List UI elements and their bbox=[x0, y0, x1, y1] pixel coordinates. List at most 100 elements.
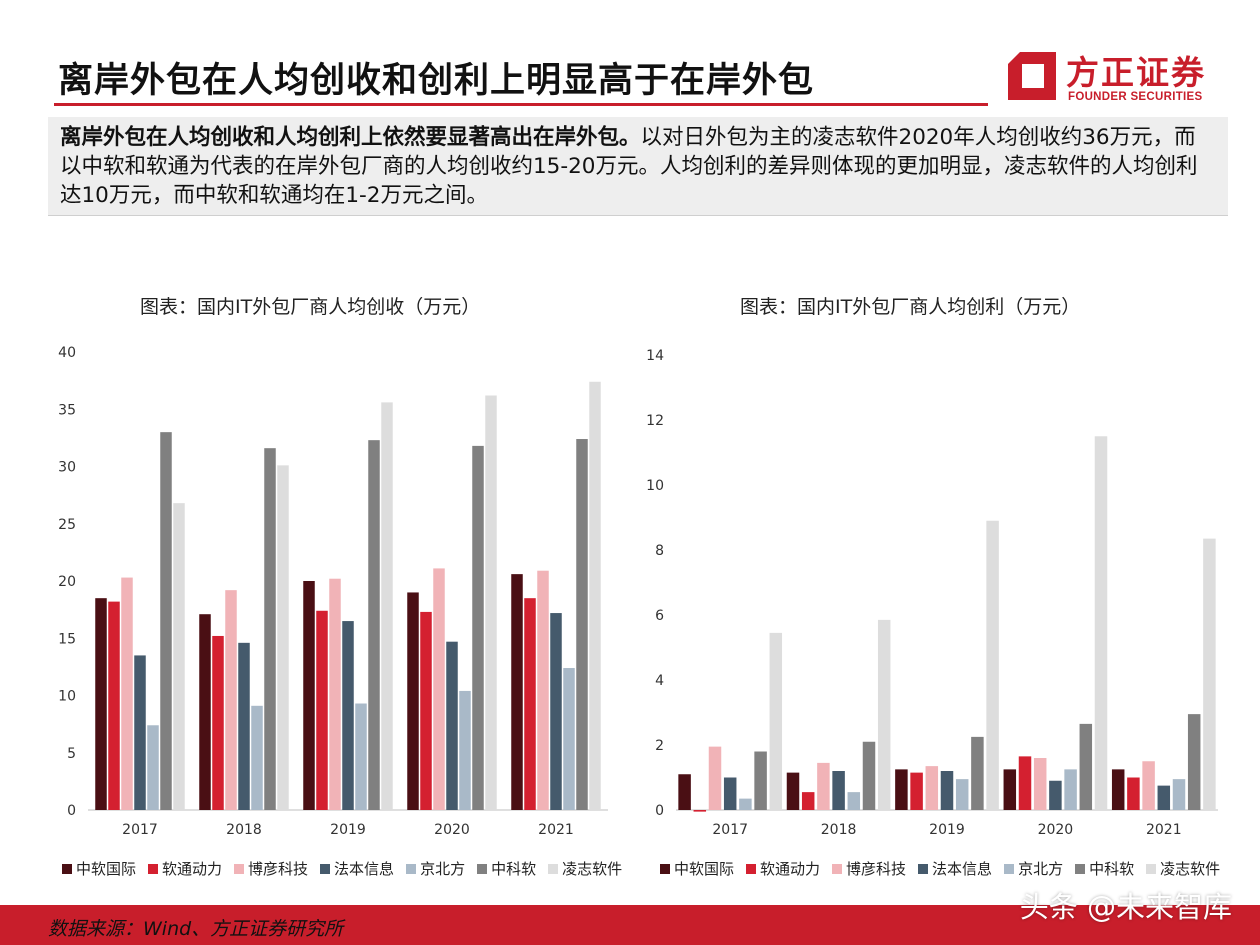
legend-label: 京北方 bbox=[1018, 860, 1064, 878]
y-tick-label: 8 bbox=[655, 543, 664, 559]
bar-中软国际-2021 bbox=[511, 574, 523, 810]
legend-swatch bbox=[477, 863, 488, 874]
bar-中科软-2018 bbox=[862, 741, 876, 810]
legend-label: 软通动力 bbox=[760, 860, 821, 878]
bar-中软国际-2021 bbox=[1111, 769, 1125, 810]
bar-博彦科技-2017 bbox=[121, 577, 133, 810]
bar-博彦科技-2018 bbox=[225, 590, 237, 810]
x-tick-label: 2019 bbox=[929, 822, 965, 838]
bar-软通动力-2018 bbox=[212, 635, 224, 810]
legend-swatch bbox=[1075, 863, 1086, 874]
legend-item: 软通动力 bbox=[746, 858, 820, 879]
x-tick-label: 2021 bbox=[538, 822, 574, 838]
legend-swatch bbox=[148, 863, 159, 874]
legend-swatch bbox=[62, 863, 72, 874]
bar-京北方-2018 bbox=[251, 705, 263, 810]
bar-博彦科技-2019 bbox=[329, 578, 341, 810]
bar-软通动力-2017 bbox=[108, 601, 120, 810]
legend-swatch bbox=[1146, 863, 1157, 874]
bar-中软国际-2019 bbox=[303, 581, 315, 810]
legend-swatch bbox=[918, 863, 929, 874]
bar-凌志软件-2019 bbox=[986, 520, 999, 810]
legend-label: 中软国际 bbox=[674, 860, 735, 878]
legend-item: 法本信息 bbox=[320, 858, 394, 879]
legend-item: 中软国际 bbox=[62, 858, 136, 879]
legend-label: 京北方 bbox=[420, 860, 466, 878]
legend-swatch bbox=[320, 863, 331, 874]
y-tick-label: 4 bbox=[655, 673, 664, 689]
bar-京北方-2017 bbox=[739, 798, 752, 810]
bar-凌志软件-2021 bbox=[589, 381, 601, 810]
revenue-chart-legend: 中软国际 软通动力 博彦科技 法本信息 京北方 中科软 凌志软件 bbox=[62, 858, 622, 879]
legend-swatch bbox=[1004, 863, 1015, 874]
legend-swatch bbox=[548, 863, 559, 874]
bar-博彦科技-2020 bbox=[1033, 758, 1047, 810]
bar-京北方-2017 bbox=[147, 725, 159, 810]
bar-凌志软件-2017 bbox=[769, 632, 783, 810]
x-tick-label: 2017 bbox=[122, 822, 158, 838]
bar-中科软-2020 bbox=[472, 445, 484, 810]
y-tick-label: 40 bbox=[58, 345, 76, 361]
bar-中软国际-2018 bbox=[199, 614, 211, 810]
bar-凌志软件-2020 bbox=[1094, 436, 1108, 810]
bar-软通动力-2018 bbox=[801, 792, 815, 810]
x-tick-label: 2021 bbox=[1146, 822, 1182, 838]
bar-博彦科技-2021 bbox=[537, 570, 549, 810]
bar-软通动力-2020 bbox=[420, 611, 432, 810]
bar-博彦科技-2020 bbox=[433, 568, 445, 810]
legend-item: 中科软 bbox=[1075, 858, 1134, 879]
bar-京北方-2019 bbox=[955, 779, 969, 810]
logo-chinese-name: 方正证券 bbox=[1066, 53, 1206, 92]
y-tick-label: 0 bbox=[67, 803, 76, 819]
bar-中软国际-2017 bbox=[95, 598, 107, 810]
summary-lead: 离岸外包在人均创收和人均创利上依然要显著高出在岸外包。 bbox=[60, 125, 641, 150]
legend-item: 法本信息 bbox=[918, 858, 992, 879]
legend-label: 博彦科技 bbox=[248, 860, 309, 878]
bar-法本信息-2019 bbox=[342, 621, 354, 810]
y-tick-label: 35 bbox=[58, 402, 76, 418]
bar-博彦科技-2019 bbox=[925, 766, 939, 810]
legend-label: 凌志软件 bbox=[562, 860, 623, 878]
bar-凌志软件-2017 bbox=[173, 503, 185, 810]
bar-法本信息-2018 bbox=[238, 642, 250, 810]
x-tick-label: 2018 bbox=[821, 822, 857, 838]
bar-中科软-2020 bbox=[1079, 723, 1093, 810]
revenue-per-capita-chart: 0 5 10 15 20 25 30 35 40 2017 2018 2019 2020 2021 bbox=[58, 345, 608, 838]
x-tick-label: 2020 bbox=[434, 822, 470, 838]
bar-凌志软件-2021 bbox=[1203, 538, 1216, 810]
x-tick-label: 2019 bbox=[330, 822, 366, 838]
bar-凌志软件-2018 bbox=[877, 619, 891, 810]
legend-item: 博彦科技 bbox=[234, 858, 308, 879]
legend-label: 博彦科技 bbox=[846, 860, 907, 878]
legend-label: 中软国际 bbox=[76, 860, 137, 878]
y-tick-label: 15 bbox=[58, 631, 76, 647]
legend-label: 中科软 bbox=[1089, 860, 1135, 878]
bar-凌志软件-2019 bbox=[381, 402, 393, 810]
legend-label: 中科软 bbox=[491, 860, 537, 878]
bar-京北方-2021 bbox=[1172, 779, 1186, 810]
bar-中软国际-2019 bbox=[895, 769, 908, 810]
y-tick-label: 14 bbox=[646, 348, 664, 364]
bar-法本信息-2021 bbox=[550, 613, 562, 810]
profit-per-capita-chart: 0 2 4 6 8 10 12 14 2017 2018 2019 2020 2021 bbox=[646, 348, 1218, 838]
bar-中科软-2017 bbox=[160, 432, 172, 810]
y-tick-label: 2 bbox=[655, 738, 664, 754]
bar-中科软-2021 bbox=[576, 439, 588, 810]
x-tick-label: 2017 bbox=[712, 822, 748, 838]
bar-京北方-2020 bbox=[1064, 769, 1077, 810]
summary-box: 离岸外包在人均创收和人均创利上依然要显著高出在岸外包。以对日外包为主的凌志软件2… bbox=[48, 117, 1228, 216]
summary-body: 以对日外包为主的凌志软件2020年人均创收约36万元，而以中软和软通为代表的在岸… bbox=[60, 125, 1198, 208]
legend-item: 中软国际 bbox=[660, 858, 734, 879]
profit-chart-legend: 中软国际 软通动力 博彦科技 法本信息 京北方 中科软 凌志软件 bbox=[660, 858, 1220, 879]
bar-法本信息-2019 bbox=[940, 771, 954, 810]
x-tick-label: 2020 bbox=[1038, 822, 1074, 838]
bar-法本信息-2017 bbox=[134, 655, 146, 810]
y-tick-label: 6 bbox=[655, 608, 664, 624]
legend-label: 法本信息 bbox=[334, 860, 395, 878]
title-divider bbox=[54, 103, 988, 106]
bar-京北方-2019 bbox=[355, 703, 367, 810]
y-tick-label: 10 bbox=[58, 689, 76, 705]
y-tick-label: 0 bbox=[655, 803, 664, 819]
legend-item: 凌志软件 bbox=[1146, 858, 1220, 879]
legend-swatch bbox=[832, 863, 843, 874]
